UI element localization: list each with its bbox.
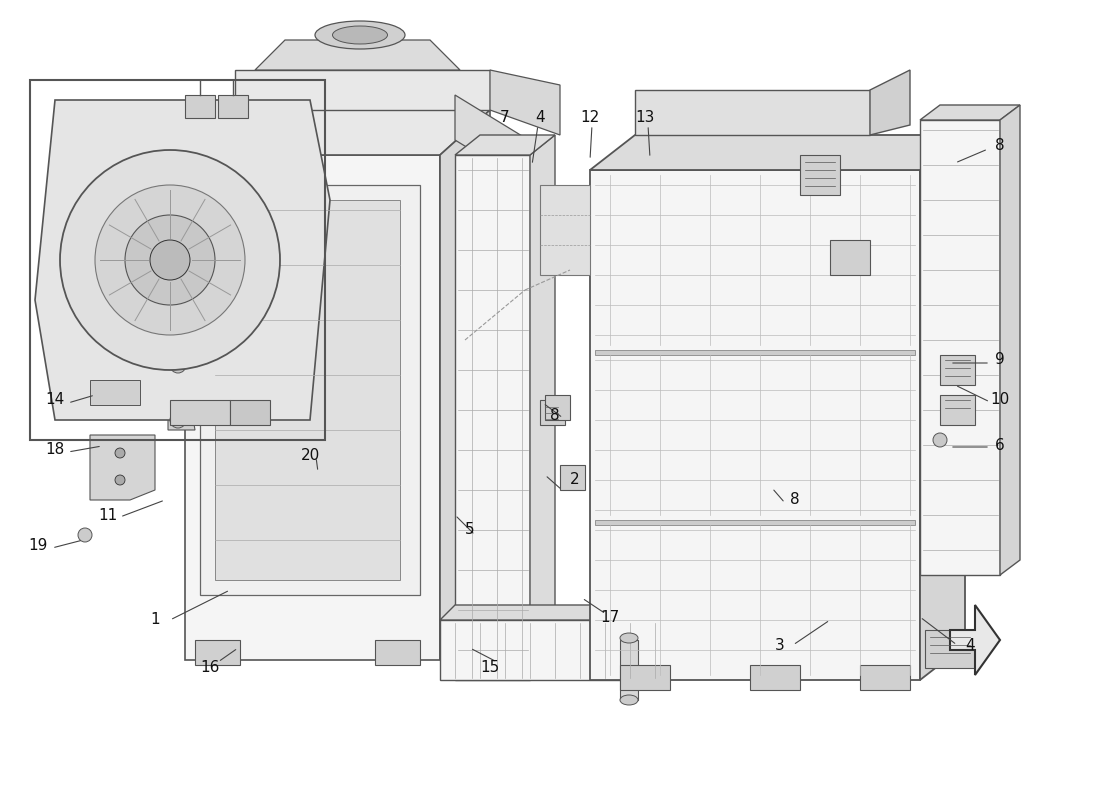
- Polygon shape: [620, 640, 638, 700]
- Text: 13: 13: [636, 110, 654, 126]
- Polygon shape: [666, 605, 680, 680]
- Polygon shape: [90, 435, 155, 500]
- Polygon shape: [595, 520, 915, 525]
- Polygon shape: [90, 380, 140, 405]
- Text: 14: 14: [45, 393, 65, 407]
- Circle shape: [933, 433, 947, 447]
- Polygon shape: [870, 70, 910, 135]
- Ellipse shape: [332, 26, 387, 44]
- Text: 1: 1: [151, 613, 160, 627]
- Polygon shape: [195, 640, 240, 665]
- Polygon shape: [214, 200, 400, 580]
- Polygon shape: [950, 605, 1000, 675]
- Polygon shape: [860, 665, 910, 690]
- Text: 20: 20: [300, 447, 320, 462]
- Polygon shape: [168, 400, 195, 430]
- Polygon shape: [800, 155, 840, 195]
- Polygon shape: [544, 395, 570, 420]
- Polygon shape: [635, 90, 870, 135]
- Polygon shape: [490, 70, 560, 135]
- Circle shape: [60, 150, 280, 370]
- Text: 16: 16: [200, 661, 220, 675]
- Polygon shape: [218, 95, 248, 118]
- Polygon shape: [750, 665, 800, 690]
- Text: 7: 7: [500, 110, 509, 126]
- Circle shape: [125, 215, 214, 305]
- Polygon shape: [440, 110, 490, 660]
- Text: 12: 12: [581, 110, 600, 126]
- Polygon shape: [540, 400, 565, 425]
- Circle shape: [116, 475, 125, 485]
- Text: 19: 19: [29, 538, 47, 553]
- Text: 4: 4: [536, 110, 544, 126]
- Polygon shape: [920, 105, 1020, 120]
- Polygon shape: [235, 70, 490, 110]
- Circle shape: [78, 528, 92, 542]
- Polygon shape: [940, 355, 975, 385]
- Polygon shape: [440, 620, 666, 680]
- Polygon shape: [455, 95, 544, 195]
- Polygon shape: [920, 135, 965, 680]
- Polygon shape: [200, 185, 420, 595]
- Text: 3: 3: [776, 638, 785, 653]
- Text: 9: 9: [996, 353, 1005, 367]
- Polygon shape: [590, 135, 965, 170]
- Ellipse shape: [620, 633, 638, 643]
- Text: 8: 8: [790, 493, 800, 507]
- Polygon shape: [830, 240, 870, 275]
- Circle shape: [150, 240, 190, 280]
- Polygon shape: [925, 630, 975, 668]
- Text: 11: 11: [98, 507, 118, 522]
- Text: 6: 6: [996, 438, 1005, 453]
- Polygon shape: [590, 170, 920, 680]
- Polygon shape: [35, 100, 330, 420]
- Polygon shape: [455, 135, 556, 155]
- Circle shape: [170, 412, 186, 428]
- Polygon shape: [230, 400, 270, 425]
- Text: 4: 4: [965, 638, 975, 653]
- Polygon shape: [1000, 105, 1020, 575]
- Polygon shape: [185, 95, 214, 118]
- Text: 2: 2: [570, 473, 580, 487]
- Polygon shape: [940, 395, 975, 425]
- Text: 8: 8: [996, 138, 1004, 153]
- Polygon shape: [165, 350, 195, 410]
- Circle shape: [95, 185, 245, 335]
- Polygon shape: [375, 640, 420, 665]
- Text: 17: 17: [601, 610, 619, 626]
- Polygon shape: [455, 155, 530, 680]
- Polygon shape: [440, 605, 680, 620]
- Polygon shape: [920, 120, 1000, 575]
- Polygon shape: [540, 185, 590, 275]
- Text: 15: 15: [481, 661, 499, 675]
- Polygon shape: [560, 465, 585, 490]
- Polygon shape: [595, 350, 915, 355]
- Polygon shape: [185, 155, 440, 660]
- Polygon shape: [620, 665, 670, 690]
- Text: 18: 18: [45, 442, 65, 458]
- Circle shape: [170, 357, 186, 373]
- Polygon shape: [530, 135, 556, 680]
- Polygon shape: [185, 110, 490, 155]
- Polygon shape: [255, 40, 460, 70]
- Ellipse shape: [620, 695, 638, 705]
- Circle shape: [116, 448, 125, 458]
- Text: 5: 5: [465, 522, 475, 538]
- Text: 8: 8: [550, 407, 560, 422]
- Ellipse shape: [315, 21, 405, 49]
- Polygon shape: [170, 400, 230, 425]
- Text: 10: 10: [990, 393, 1010, 407]
- Bar: [30, 80, 324, 440]
